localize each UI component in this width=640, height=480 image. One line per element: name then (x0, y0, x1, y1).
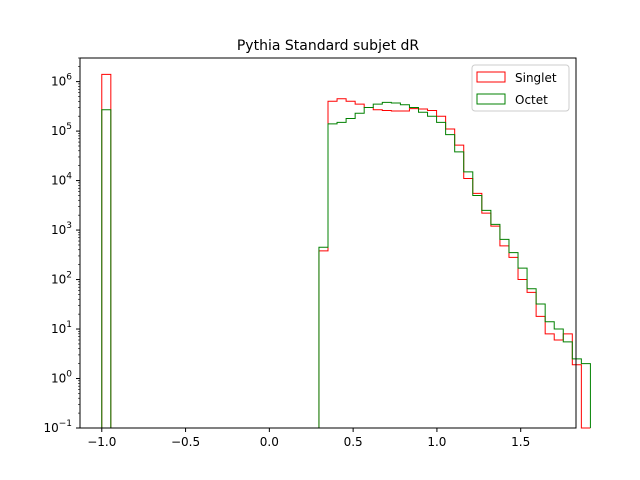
y-tick-label: 101 (51, 320, 72, 336)
x-tick-label: −0.5 (171, 435, 200, 449)
axes-layer: −1.0 −0.5 0.0 0.5 1.0 1.5 10−1 100 101 102 103 104 1… (43, 57, 577, 449)
y-tick-label: 105 (51, 122, 72, 138)
y-tick-label: 104 (51, 172, 72, 188)
y-tick-label: 102 (51, 271, 72, 287)
plot-frame (79, 57, 577, 429)
legend-box (471, 64, 570, 112)
series-octet-outline (101, 101, 591, 429)
legend: Singlet Octet (471, 64, 570, 112)
legend-swatch-octet (476, 93, 506, 105)
y-tick-label: 10−1 (43, 419, 72, 435)
legend-swatch-singlet (476, 71, 506, 83)
x-tick-label: 0.5 (344, 435, 363, 449)
x-tick-label: 1.5 (511, 435, 530, 449)
x-tick-label: 1.0 (427, 435, 446, 449)
legend-label-singlet: Singlet (515, 71, 557, 85)
y-tick-label: 103 (51, 221, 72, 237)
y-tick-label: 106 (51, 73, 72, 89)
chart-title: Pythia Standard subjet dR (237, 38, 420, 54)
y-tick-label: 100 (51, 370, 72, 386)
series-layer (101, 73, 591, 429)
x-tick-label: −1.0 (87, 435, 116, 449)
legend-label-octet: Octet (515, 93, 548, 107)
series-singlet-outline (101, 73, 591, 429)
x-tick-label: 0.0 (260, 435, 279, 449)
